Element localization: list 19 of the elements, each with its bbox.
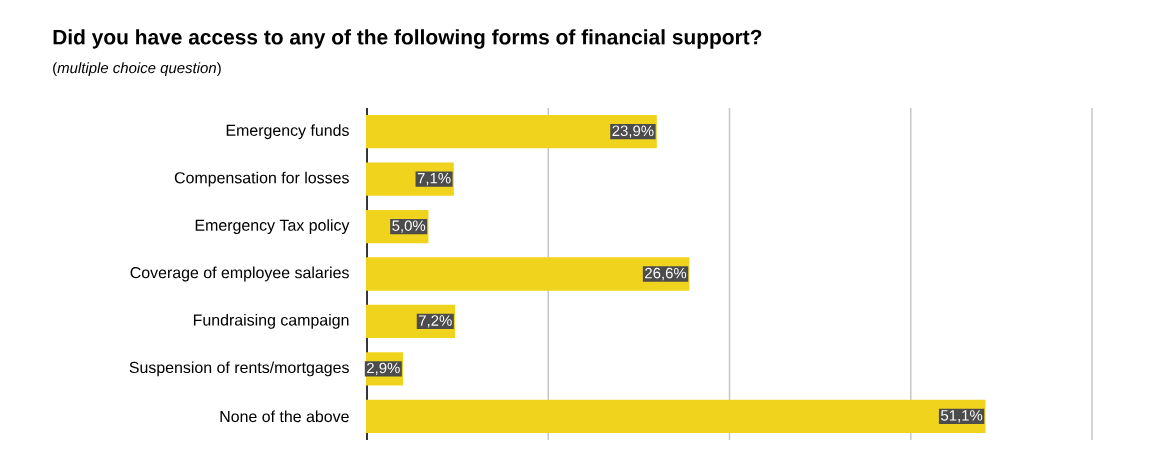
y-tick-label: Suspension of rents/mortgages [129, 361, 349, 377]
chart-title: Did you have access to any of the following forms of financial support? [53, 29, 762, 49]
y-tick-label: Compensation for losses [174, 171, 349, 187]
data-label: 7,2% [419, 315, 452, 328]
y-tick-label: Fundraising campaign [193, 313, 349, 329]
data-label: 5,0% [392, 220, 426, 233]
y-tick-label: Emergency funds [226, 124, 349, 140]
y-tick-label: Coverage of employee salaries [130, 266, 349, 282]
data-label: 7,1% [417, 173, 451, 186]
text: (multiple choice question) [53, 62, 221, 77]
data-label: 23,9% [612, 125, 654, 138]
y-tick-label: Emergency Tax policy [195, 219, 350, 234]
bar [366, 399, 986, 433]
data-label: 2,9% [367, 362, 400, 376]
data-label: 51,1% [940, 410, 983, 423]
data-label: 26,6% [645, 267, 687, 281]
bar [366, 115, 657, 149]
y-tick-label: None of the above [220, 410, 349, 423]
bar [366, 257, 690, 291]
